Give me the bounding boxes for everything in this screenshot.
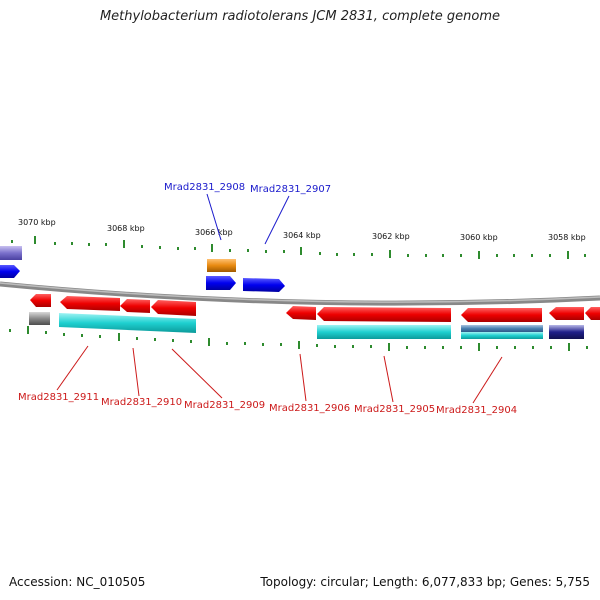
reverse-strand-genes — [29, 294, 600, 339]
gene-red-right — [549, 307, 584, 320]
gene-mrad2831-2910-arrow — [120, 299, 150, 313]
gene-mrad2831-2908-arrow — [206, 276, 236, 290]
forward-strand-genes — [0, 246, 285, 292]
tick-label-3062: 3062 kbp — [372, 232, 410, 241]
gene-cds-cyan-middle — [317, 325, 451, 339]
gene-blue-left — [0, 265, 20, 278]
gene-cds-cyan-left — [59, 313, 196, 333]
gene-cds-cyan-right — [461, 332, 543, 339]
gene-label-mrad2831-2906[interactable]: Mrad2831_2906 — [269, 403, 350, 414]
accession-text: Accession: NC_010505 — [9, 575, 146, 589]
tick-label-3058: 3058 kbp — [548, 233, 586, 242]
gene-orange — [207, 259, 236, 272]
gene-mrad2831-2904-arrow — [461, 308, 542, 322]
upper-tick-row — [11, 236, 586, 259]
gene-label-mrad2831-2911[interactable]: Mrad2831_2911 — [18, 392, 99, 403]
genome-backbone — [0, 281, 600, 306]
gene-mrad2831-2907-arrow — [243, 278, 285, 292]
gene-label-mrad2831-2904[interactable]: Mrad2831_2904 — [436, 405, 517, 416]
gene-mrad2831-2906-arrow — [286, 306, 316, 320]
tick-label-3060: 3060 kbp — [460, 233, 498, 242]
gene-red-edge — [585, 307, 600, 320]
lower-tick-row — [9, 326, 588, 351]
gene-mrad2831-2905-arrow — [317, 307, 451, 322]
gene-mrad2831-2909-arrow — [151, 300, 196, 316]
genome-backbone-highlight — [0, 282, 600, 303]
gene-label-mrad2831-2907[interactable]: Mrad2831_2907 — [250, 184, 331, 195]
gene-mrad2831-2911-arrow — [60, 296, 120, 311]
gene-label-mrad2831-2910[interactable]: Mrad2831_2910 — [101, 397, 182, 408]
map-title: Methylobacterium radiotolerans JCM 2831,… — [99, 9, 501, 24]
gene-lavender-left — [0, 246, 22, 260]
tick-label-3070: 3070 kbp — [18, 218, 56, 227]
gene-label-mrad2831-2905[interactable]: Mrad2831_2905 — [354, 404, 435, 415]
tick-label-3068: 3068 kbp — [107, 224, 145, 233]
genome-summary-text: Topology: circular; Length: 6,077,833 bp… — [260, 575, 590, 589]
gene-gray — [29, 312, 50, 325]
gene-red-small — [30, 294, 51, 307]
tick-label-3064: 3064 kbp — [283, 231, 321, 240]
gene-steel-band — [461, 325, 543, 332]
gene-label-mrad2831-2909[interactable]: Mrad2831_2909 — [184, 400, 265, 411]
label-leader-lines — [56, 193, 503, 404]
tick-label-3066: 3066 kbp — [195, 228, 233, 237]
gene-navy-band — [549, 325, 584, 339]
gene-label-mrad2831-2908[interactable]: Mrad2831_2908 — [164, 182, 245, 193]
